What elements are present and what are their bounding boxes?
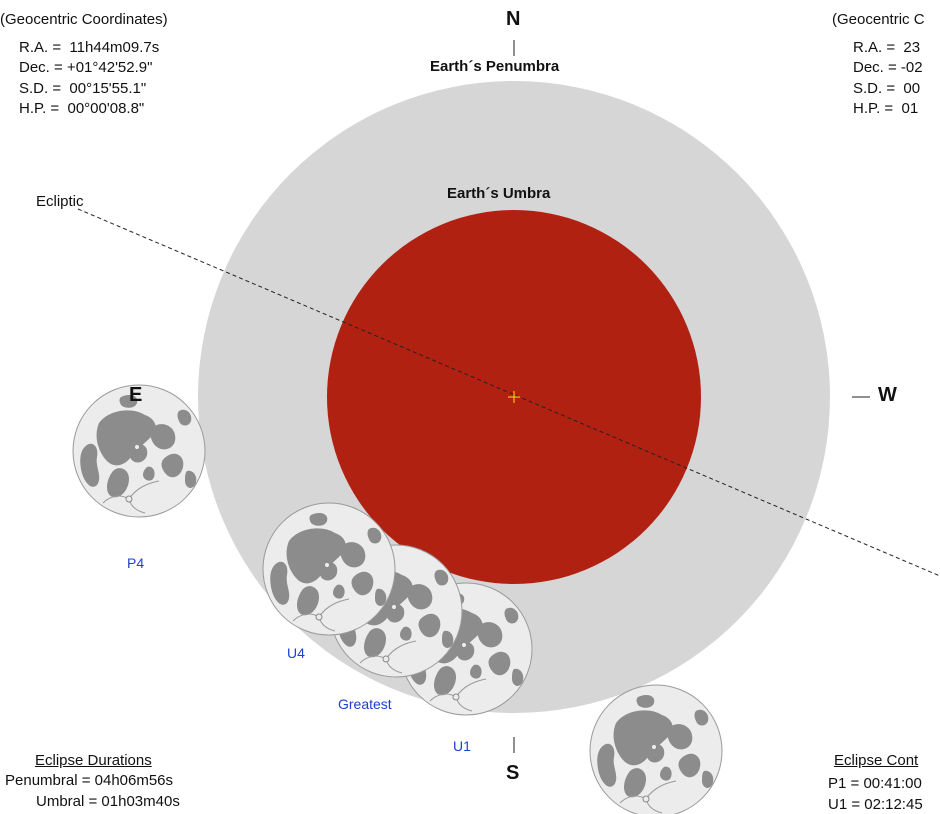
ecliptic-line (77, 208, 940, 577)
moon-disk-icon (589, 684, 723, 814)
right-ra: R.A. = 23 (853, 39, 921, 56)
east-label: E (129, 384, 143, 406)
contact-u1-time: U1 = 02:12:45 (828, 796, 923, 813)
contact-greatest-label: Greatest (338, 696, 392, 712)
south-label: S (506, 762, 520, 784)
left-hp: H.P. = 00°00'08.8" (19, 100, 145, 117)
right-dec: Dec. = -02 (853, 59, 923, 76)
contact-p1-time: P1 = 00:41:00 (828, 775, 922, 792)
contacts-panel-title: Eclipse Cont (834, 752, 919, 769)
right-sd: S.D. = 00 (853, 80, 921, 97)
duration-penumbral: Penumbral = 04h06m56s (5, 772, 174, 789)
right-coords-subtitle: (Geocentric C (832, 11, 925, 28)
left-sd: S.D. = 00°15'55.1" (19, 80, 147, 97)
contact-u4-label: U4 (287, 645, 305, 661)
shadow-center-cross-icon (508, 391, 520, 403)
north-label: N (506, 8, 521, 30)
penumbra-label: Earth´s Penumbra (430, 58, 560, 75)
duration-umbral: Umbral = 01h03m40s (36, 793, 180, 810)
left-coords-subtitle: (Geocentric Coordinates) (0, 11, 168, 28)
west-label: W (878, 384, 897, 406)
left-dec: Dec. = +01°42'52.9" (19, 59, 153, 76)
umbra-label: Earth´s Umbra (447, 185, 551, 202)
contact-u1-label: U1 (453, 738, 471, 754)
right-hp: H.P. = 01 (853, 100, 919, 117)
left-ra: R.A. = 11h44m09.7s (19, 39, 160, 56)
ecliptic-label: Ecliptic (36, 193, 84, 210)
contact-p4-label: P4 (127, 555, 145, 571)
durations-title: Eclipse Durations (35, 752, 152, 769)
moon-disk-icon (262, 502, 396, 636)
